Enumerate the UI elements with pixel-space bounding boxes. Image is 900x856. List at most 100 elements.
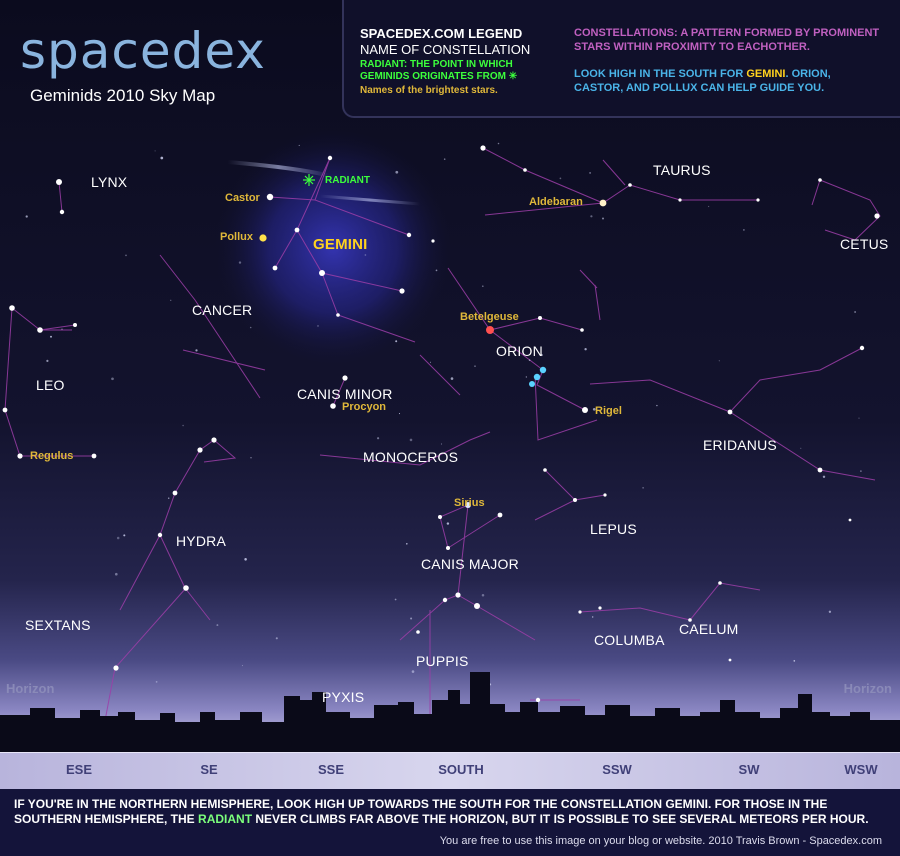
footer-credit: You are free to use this image on your b… (439, 835, 882, 847)
star (480, 145, 486, 151)
direction-wsw: WSW (844, 762, 878, 777)
constellation-line (482, 147, 758, 204)
star (406, 232, 412, 238)
faint-star (602, 217, 604, 220)
faint-star (497, 142, 500, 145)
faint-star (592, 407, 596, 411)
faint-star (298, 144, 300, 146)
star (73, 323, 77, 327)
faint-star (642, 487, 644, 489)
faint-star (154, 150, 156, 152)
radiant-label: RADIANT (325, 175, 370, 186)
constellation-lepus: LEPUS (590, 521, 637, 537)
constellation-columba: COLUMBA (594, 632, 665, 648)
constellation-canis-major: CANIS MAJOR (421, 556, 519, 572)
constellation-orion: ORION (496, 343, 543, 359)
gemini-glow (215, 130, 451, 366)
faint-star (525, 376, 527, 378)
constellation-line (811, 179, 821, 206)
star (431, 239, 435, 243)
faint-star (491, 314, 493, 316)
star (91, 453, 97, 459)
faint-star (590, 215, 593, 218)
footer-line1: IF YOU'RE IN THE NORTHERN HEMISPHERE, LO… (14, 797, 828, 811)
faint-star (275, 637, 278, 640)
star (728, 658, 732, 662)
faint-star (249, 326, 252, 329)
star (538, 316, 542, 320)
star (533, 373, 541, 381)
constellation-puppis: PUPPIS (416, 653, 469, 669)
star (342, 375, 348, 381)
legend-constellations-line1: CONSTELLATIONS: A PATTERN FORMED BY PROM… (574, 27, 880, 39)
faint-star (195, 349, 198, 352)
legend-look-post: . ORION, (785, 68, 831, 80)
star (874, 213, 880, 219)
star (817, 467, 823, 473)
star (529, 381, 535, 387)
faint-star (317, 325, 319, 327)
faint-star (364, 254, 367, 256)
star (582, 407, 588, 413)
spacedex-logo: spacedex (20, 22, 266, 80)
faint-star (528, 359, 531, 361)
faint-star (800, 447, 802, 449)
faint-star (167, 497, 170, 499)
constellation-line (574, 494, 606, 501)
direction-south: SOUTH (438, 762, 484, 777)
star (259, 234, 267, 242)
faint-star (446, 522, 450, 525)
faint-star (395, 170, 399, 174)
city-skyline (0, 672, 900, 752)
star (573, 498, 577, 502)
horizon-label-right: Horizon (843, 681, 892, 696)
constellation-line (489, 329, 586, 411)
faint-star (409, 438, 413, 442)
faint-star (435, 269, 438, 272)
footer-radiant-highlight: RADIANT (198, 812, 253, 826)
constellation-line (199, 439, 237, 463)
star (416, 630, 420, 634)
faint-star (559, 177, 562, 180)
star (197, 447, 203, 453)
constellation-line (269, 196, 316, 201)
faint-star (241, 665, 243, 667)
faint-star (481, 285, 484, 288)
faint-star (73, 622, 75, 624)
constellation-line (579, 607, 691, 621)
star (599, 199, 607, 207)
compass-direction-bar: ESE SE SSE SOUTH SSW SW WSW (0, 752, 900, 789)
faint-star (377, 437, 380, 440)
faint-star (410, 617, 413, 620)
faint-star (25, 215, 28, 218)
star (56, 179, 62, 185)
faint-star (584, 348, 587, 351)
star (9, 305, 15, 311)
star (157, 532, 163, 538)
footer-line2-post: NEVER CLIMBS FAR ABOVE THE HORIZON, BUT … (252, 812, 869, 826)
faint-star (114, 572, 118, 576)
constellation-cancer: CANCER (192, 302, 253, 318)
star (543, 468, 547, 472)
faint-star (854, 311, 856, 313)
constellation-caelum: CAELUM (679, 621, 739, 637)
direction-ese: ESE (65, 762, 93, 777)
star (578, 610, 582, 614)
star-label-betelgeuse: Betelgeuse (460, 311, 519, 323)
constellation-line (4, 307, 94, 457)
faint-star (540, 353, 543, 357)
star (455, 592, 461, 598)
faint-star (450, 377, 454, 380)
meteor-streak (319, 194, 421, 206)
legend-look-line2: CASTOR, AND POLLUX CAN HELP GUIDE YOU. (574, 82, 825, 94)
star (172, 490, 178, 496)
star-label-pollux: Pollux (220, 231, 254, 243)
legend-panel: SPACEDEX.COM LEGEND NAME OF CONSTELLATIO… (342, 0, 900, 118)
footer-panel: IF YOU'RE IN THE NORTHERN HEMISPHERE, LO… (0, 789, 900, 856)
legend-radiant-text: GEMINIDS ORIGINATES FROM (360, 71, 506, 82)
faint-star (216, 624, 219, 627)
faint-star (443, 158, 446, 160)
legend-constellations-line2: STARS WITHIN PROXIMITY TO EACHOTHER. (574, 41, 810, 53)
constellation-canis-minor: CANIS MINOR (297, 386, 393, 402)
